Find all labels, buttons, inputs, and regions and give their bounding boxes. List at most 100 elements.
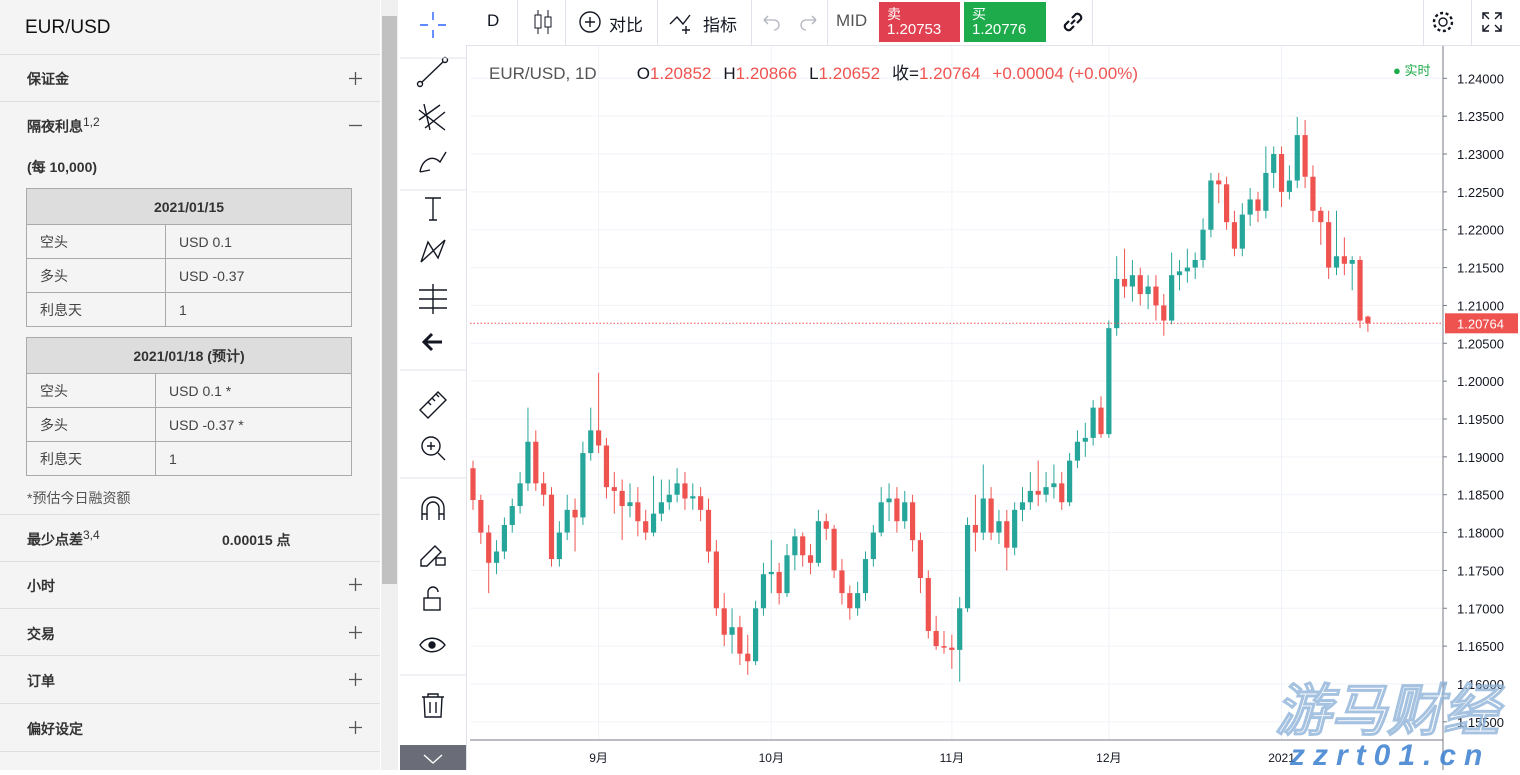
indicator-icon[interactable] xyxy=(668,10,694,34)
text-tool[interactable] xyxy=(425,197,441,221)
ohlc-label: O xyxy=(636,64,650,83)
collapse-bar[interactable] xyxy=(400,745,466,770)
interval-button[interactable]: D xyxy=(487,11,500,30)
candle-body xyxy=(572,509,578,518)
line-tool[interactable] xyxy=(419,59,446,85)
expand-icon[interactable] xyxy=(349,626,362,639)
link-button[interactable] xyxy=(1060,9,1086,35)
undo-redo[interactable] xyxy=(760,12,820,32)
drawing-toolbar xyxy=(400,0,467,770)
ohlc-label: 收= xyxy=(892,64,919,83)
candle-body xyxy=(588,430,594,454)
candle-body xyxy=(603,445,610,488)
candle-body xyxy=(957,608,963,650)
brush-tool[interactable] xyxy=(419,151,447,173)
expand-icon[interactable] xyxy=(349,721,362,734)
section-title[interactable]: 小时 xyxy=(27,578,55,594)
zoom-tool[interactable] xyxy=(421,436,441,456)
candle-body xyxy=(580,453,586,518)
delete-tool[interactable] xyxy=(422,693,444,718)
side-panel: EUR/USD 保证金 隔夜利息1,2 (每 10,000) 2021/01/1… xyxy=(0,0,380,770)
candle-body xyxy=(737,627,743,654)
candle-body xyxy=(627,502,633,507)
cell: USD -0.37 * xyxy=(155,407,352,442)
section-title[interactable]: 交易 xyxy=(27,626,55,642)
collapse-icon[interactable] xyxy=(349,119,362,132)
candle-body xyxy=(1302,135,1308,177)
candle-body xyxy=(815,521,821,563)
scroll-thumb[interactable] xyxy=(382,16,397,584)
last-price-box xyxy=(1445,313,1518,334)
table-header: 2021/01/15 xyxy=(26,188,352,225)
pattern-tool[interactable] xyxy=(420,239,446,263)
sell-button[interactable]: 卖 1.20753 xyxy=(879,2,960,42)
divider xyxy=(0,751,380,752)
compare-icon[interactable] xyxy=(578,10,602,34)
status-text: 实时 xyxy=(1404,63,1431,78)
visibility-tool[interactable] xyxy=(419,637,446,653)
y-tick-label: 1.16000 xyxy=(1457,677,1504,692)
cell: USD -0.37 xyxy=(165,258,352,293)
expand-icon[interactable] xyxy=(349,72,362,85)
candle-body xyxy=(556,532,562,560)
magnet-tool[interactable] xyxy=(421,496,445,520)
candle-body xyxy=(1074,441,1081,461)
settings-button[interactable] xyxy=(1430,9,1456,35)
chart-header: EUR/USD, 1D O1.20852 H1.20866 L1.20652 收=1.2… xyxy=(489,59,1150,84)
x-tick-label: 9月 xyxy=(589,751,608,765)
indicators-button[interactable]: 指标 xyxy=(703,16,737,35)
buy-button[interactable]: 买 1.20776 xyxy=(964,2,1046,42)
candle-body xyxy=(1318,210,1324,223)
candle-body xyxy=(1333,256,1340,268)
candle-body xyxy=(1341,256,1347,264)
y-tick-label: 1.20500 xyxy=(1457,336,1504,351)
candle-body xyxy=(698,496,704,510)
divider xyxy=(0,101,380,102)
y-tick-label: 1.17500 xyxy=(1457,563,1504,578)
crosshair-tool[interactable] xyxy=(420,12,446,38)
fib-tool[interactable] xyxy=(418,103,446,131)
back-tool[interactable] xyxy=(421,332,442,352)
unlock-tool[interactable] xyxy=(423,597,441,611)
section-title[interactable]: 保证金 xyxy=(27,71,69,87)
measure-tool[interactable] xyxy=(419,284,447,314)
expand-icon[interactable] xyxy=(349,578,362,591)
candle-body xyxy=(674,483,680,495)
candle-body xyxy=(1310,176,1316,211)
fullscreen-button[interactable] xyxy=(1480,10,1504,34)
section-title[interactable]: 隔夜利息1,2 xyxy=(27,115,100,137)
candle-body xyxy=(894,498,900,522)
candle-body xyxy=(949,647,955,650)
change: +0.00004 (+0.00%) xyxy=(992,64,1138,83)
x-tick-label: 10月 xyxy=(759,751,784,765)
candle-body xyxy=(1184,267,1190,272)
y-tick-label: 1.19000 xyxy=(1457,450,1504,465)
compare-button[interactable]: 对比 xyxy=(609,16,643,35)
cell: USD 0.1 * xyxy=(155,373,352,408)
candle-body xyxy=(972,524,978,533)
lock-draw-tool[interactable] xyxy=(420,545,442,567)
candle-body xyxy=(760,574,767,609)
candle-body xyxy=(855,593,861,609)
y-tick-label: 1.16500 xyxy=(1457,639,1504,654)
section-title[interactable]: 订单 xyxy=(27,673,55,689)
candle-body xyxy=(682,483,688,499)
ruler-tool[interactable] xyxy=(419,391,447,419)
candle-body xyxy=(517,483,523,507)
candle-body xyxy=(541,483,547,495)
candle-body xyxy=(745,653,751,662)
chart-style-button[interactable] xyxy=(532,8,554,36)
footnote: 3,4 xyxy=(83,528,100,542)
cell: 空头 xyxy=(26,224,166,259)
candle-body xyxy=(917,540,924,578)
expand-icon[interactable] xyxy=(349,673,362,686)
candle-body xyxy=(1286,180,1292,192)
candle-body xyxy=(643,521,649,533)
watermark: 游马财经 xyxy=(1275,679,1505,742)
candle-body xyxy=(501,524,507,552)
y-tick-label: 1.18500 xyxy=(1457,488,1504,503)
table-header: 2021/01/18 (预计) xyxy=(26,337,352,374)
section-title[interactable]: 偏好设定 xyxy=(27,721,83,737)
candle-body xyxy=(1216,180,1222,185)
scrollbar[interactable] xyxy=(381,0,398,770)
